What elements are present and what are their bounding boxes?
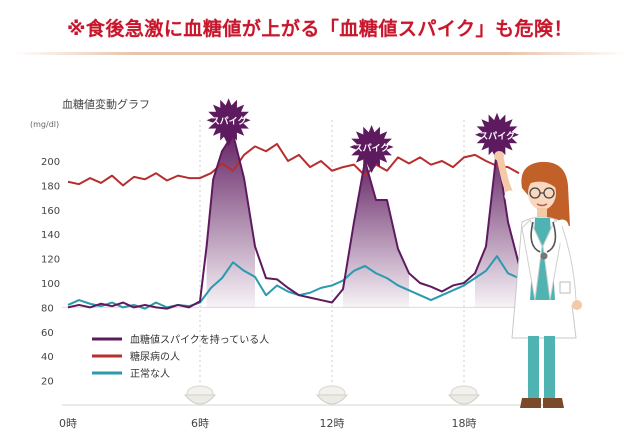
x-tick-label: 12時: [320, 417, 345, 430]
rice-bowl-icon: [183, 385, 217, 405]
spike-fills: [206, 134, 519, 308]
y-tick-label: 40: [41, 352, 54, 363]
y-axis-unit: (mg/dl): [30, 120, 59, 129]
rice-bowl-body: [447, 394, 481, 405]
starburst-shape: [206, 98, 251, 143]
y-tick-label: 140: [41, 230, 60, 241]
rice-bowl-icon: [447, 385, 481, 405]
headline-divider: [12, 52, 628, 55]
x-tick-label: 0時: [59, 417, 77, 430]
chart-series: [67, 133, 520, 310]
spike-area-fill: [475, 148, 519, 308]
x-axis: 0時 6時 12時 18時: [59, 417, 477, 430]
legend-label: 糖尿病の人: [130, 350, 180, 363]
meal-markers: [183, 385, 481, 405]
series-line: [67, 255, 520, 310]
y-tick-label: 80: [41, 303, 54, 314]
x-tick-label: 18時: [452, 417, 477, 430]
spike-starburst-icon: スパイク: [475, 112, 519, 161]
rice-bowl-body: [183, 394, 217, 405]
spike-starburst-icon: スパイク: [349, 125, 394, 173]
rice-bowl-icon: [315, 385, 349, 405]
y-tick-label: 160: [41, 206, 60, 217]
y-tick-label: 100: [41, 279, 60, 290]
chart-title: 血糖値変動グラフ: [62, 97, 150, 111]
y-tick-label: 200: [41, 157, 60, 168]
y-tick-label: 120: [41, 255, 60, 266]
legend-label: 正常な人: [130, 367, 170, 380]
y-tick-label: 180: [41, 181, 60, 192]
series-line: [67, 142, 520, 187]
x-tick-label: 6時: [191, 417, 209, 430]
legend-label: 血糖値スパイクを持っている人: [130, 333, 269, 346]
doctor-illustration: [494, 151, 583, 408]
y-axis: 20 40 60 80 100 120 140 160 180 200: [41, 157, 60, 388]
starburst-pointer: [222, 134, 235, 147]
starburst-shape: [475, 112, 519, 157]
starburst-shape: [349, 125, 394, 169]
headline: ※食後急激に血糖値が上がる「血糖値スパイク」も危険！: [66, 17, 574, 40]
spike-area-fill: [206, 134, 255, 308]
y-tick-label: 60: [41, 328, 54, 339]
rice-bowl-body: [315, 394, 349, 405]
starburst-pointer: [365, 161, 378, 173]
spike-label: スパイク: [354, 142, 390, 154]
spike-area-fill: [343, 161, 409, 308]
y-tick-label: 20: [41, 377, 54, 388]
series-line: [67, 133, 520, 310]
spike-label: スパイク: [479, 130, 515, 142]
spike-starburst-icon: スパイク: [206, 98, 251, 147]
spike-label: スパイク: [211, 115, 247, 127]
